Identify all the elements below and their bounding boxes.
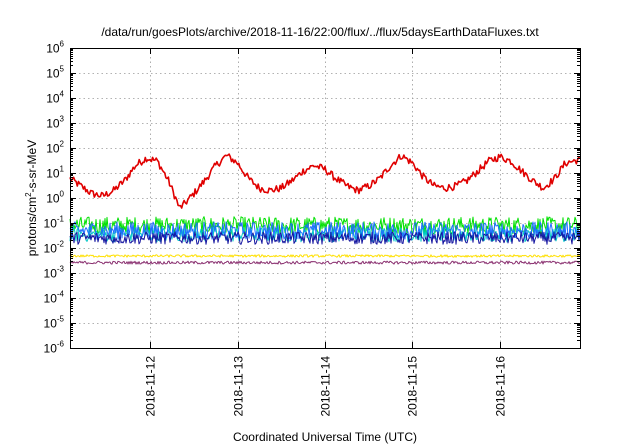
y-tick-label: 10-2 [44,240,65,256]
chart-title: /data/run/goesPlots/archive/2018-11-16/2… [101,25,539,39]
y-tick-label: 10-6 [44,340,65,356]
ticks [70,48,580,349]
x-axis-label: Coordinated Universal Time (UTC) [233,430,417,444]
y-tick-label: 104 [46,90,64,106]
grid [70,48,580,348]
y-tick-label: 103 [46,115,64,131]
y-tick-label: 105 [46,65,64,81]
x-tick-label: 2018-11-12 [144,356,158,417]
series-line [69,216,581,235]
series-line [69,231,581,245]
series-line [69,254,581,258]
series-line [69,153,581,209]
x-tick-label: 2018-11-13 [232,356,246,417]
y-axis-label: protons/cm2-s-sr-MeV [24,140,39,256]
x-tick-labels: 2018-11-12 2018-11-13 2018-11-14 2018-11-15… [144,356,508,417]
y-tick-label: 106 [46,40,64,56]
y-tick-label: 10-5 [44,315,65,331]
series-layer [69,153,581,265]
x-tick-label: 2018-11-15 [406,356,420,417]
y-tick-labels: 10-6 10-5 10-4 10-3 10-2 10-1 100 101 102 103 104 1… [44,40,65,356]
x-tick-label: 2018-11-16 [494,356,508,417]
y-tick-label: 10-4 [44,290,65,306]
x-tick-label: 2018-11-14 [319,356,333,417]
y-tick-label: 102 [46,140,64,156]
y-tick-label: 10-1 [44,215,65,231]
series-line [69,260,581,265]
y-tick-label: 101 [46,165,64,181]
y-tick-label: 100 [46,190,64,206]
y-tick-label: 10-3 [44,265,65,281]
